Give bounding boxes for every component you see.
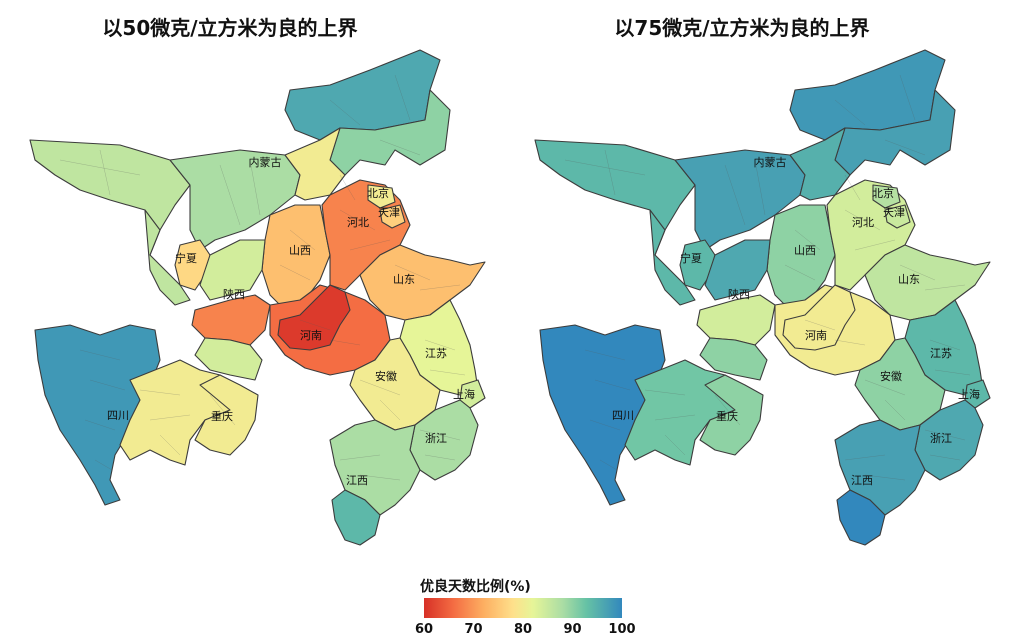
region-gs xyxy=(649,209,696,306)
region-jx_s xyxy=(331,489,381,546)
province-label-sh: 上海 xyxy=(958,387,980,401)
legend-tick-80: 80 xyxy=(513,622,533,637)
city-boundary-lines xyxy=(834,74,926,201)
province-label-sc: 四川 xyxy=(612,409,634,422)
region-tj xyxy=(884,204,911,229)
province-label-sd: 山东 xyxy=(393,273,415,286)
province-label-js: 江苏 xyxy=(425,347,447,360)
province-label-sx: 山西 xyxy=(794,244,816,257)
province-label-bj: 北京 xyxy=(872,186,894,200)
region-nmg_s xyxy=(284,127,346,201)
province-label-sx: 山西 xyxy=(289,244,311,257)
province-label-nmg: 内蒙古 xyxy=(249,155,282,169)
province-label-snx: 陕西 xyxy=(728,287,750,301)
region-snx_n xyxy=(199,239,266,301)
city-boundary-lines xyxy=(864,339,971,421)
city-boundary-lines xyxy=(59,149,261,226)
legend-tick-100: 100 xyxy=(608,622,636,637)
province-label-snx: 陕西 xyxy=(223,287,245,301)
region-nx xyxy=(174,239,211,291)
region-ah xyxy=(854,337,946,431)
city-boundary-lines xyxy=(279,229,361,346)
province-label-hn: 河南 xyxy=(300,329,322,342)
city-boundary-lines xyxy=(644,389,741,456)
region-jx_s xyxy=(836,489,886,546)
province-label-hb: 河北 xyxy=(347,216,369,229)
region-sc_w xyxy=(539,324,666,506)
region-bj xyxy=(367,184,396,209)
province-label-bj: 北京 xyxy=(367,186,389,200)
region-snx_s xyxy=(194,337,263,381)
region-snx_c xyxy=(191,294,271,346)
region-nmg_w xyxy=(534,139,696,256)
city-boundary-lines xyxy=(844,209,966,291)
region-gs xyxy=(144,209,191,306)
region-hn_core xyxy=(277,284,351,351)
region-sh xyxy=(459,379,486,409)
legend-tick-70: 70 xyxy=(464,622,483,637)
province-label-js: 江苏 xyxy=(930,347,952,360)
map-title-right: 以75微克/立方米为良的上界 xyxy=(614,16,870,40)
province-label-tj: 天津 xyxy=(378,206,400,219)
province-label-nx: 宁夏 xyxy=(175,251,197,265)
legend-tick-90: 90 xyxy=(563,622,582,637)
province-label-jx: 江西 xyxy=(346,474,368,487)
region-sh xyxy=(964,379,991,409)
province-label-zj: 浙江 xyxy=(930,432,952,445)
city-boundary-lines xyxy=(339,209,461,291)
city-boundary-lines xyxy=(784,229,866,346)
province-label-zj: 浙江 xyxy=(425,432,447,445)
legend-title: 优良天数比例(%) xyxy=(420,579,531,595)
region-snx_s xyxy=(699,337,768,381)
region-bj xyxy=(872,184,901,209)
city-boundary-lines xyxy=(584,349,631,471)
region-sd xyxy=(359,244,486,321)
city-boundary-lines xyxy=(844,429,966,481)
region-sd xyxy=(864,244,991,321)
city-boundary-lines xyxy=(564,149,766,226)
province-label-ah: 安徽 xyxy=(880,369,902,383)
legend-tick-60: 60 xyxy=(414,622,434,637)
region-nmg_c xyxy=(674,149,806,251)
region-cq xyxy=(699,374,764,456)
region-nmg_s xyxy=(789,127,851,201)
city-boundary-lines xyxy=(329,74,421,201)
region-nmg_c xyxy=(169,149,301,251)
province-label-tj: 天津 xyxy=(883,206,905,219)
province-label-sh: 上海 xyxy=(453,387,475,401)
province-label-cq: 重庆 xyxy=(716,409,738,423)
region-sc_w xyxy=(34,324,161,506)
province-label-sd: 山东 xyxy=(898,273,920,286)
map-title-left: 以50微克/立方米为良的上界 xyxy=(102,16,358,40)
city-boundary-lines xyxy=(139,389,236,456)
legend-colorbar xyxy=(424,598,622,618)
region-ah xyxy=(349,337,441,431)
region-nx xyxy=(679,239,716,291)
city-boundary-lines xyxy=(359,339,466,421)
city-boundary-lines xyxy=(339,429,461,481)
province-label-cq: 重庆 xyxy=(211,409,233,423)
city-boundary-lines xyxy=(79,349,126,471)
province-label-nmg: 内蒙古 xyxy=(754,155,787,169)
region-snx_c xyxy=(696,294,776,346)
region-nmg_w xyxy=(29,139,191,256)
region-snx_n xyxy=(704,239,771,301)
province-label-hn: 河南 xyxy=(805,329,827,342)
province-label-jx: 江西 xyxy=(851,474,873,487)
province-label-nx: 宁夏 xyxy=(680,251,702,265)
color-legend: 优良天数比例(%) 60 70 80 90 100 xyxy=(410,576,636,642)
region-tj xyxy=(379,204,406,229)
province-label-sc: 四川 xyxy=(107,409,129,422)
province-label-hb: 河北 xyxy=(852,216,874,229)
province-label-ah: 安徽 xyxy=(375,369,397,383)
region-cq xyxy=(194,374,259,456)
region-hn_core xyxy=(782,284,856,351)
